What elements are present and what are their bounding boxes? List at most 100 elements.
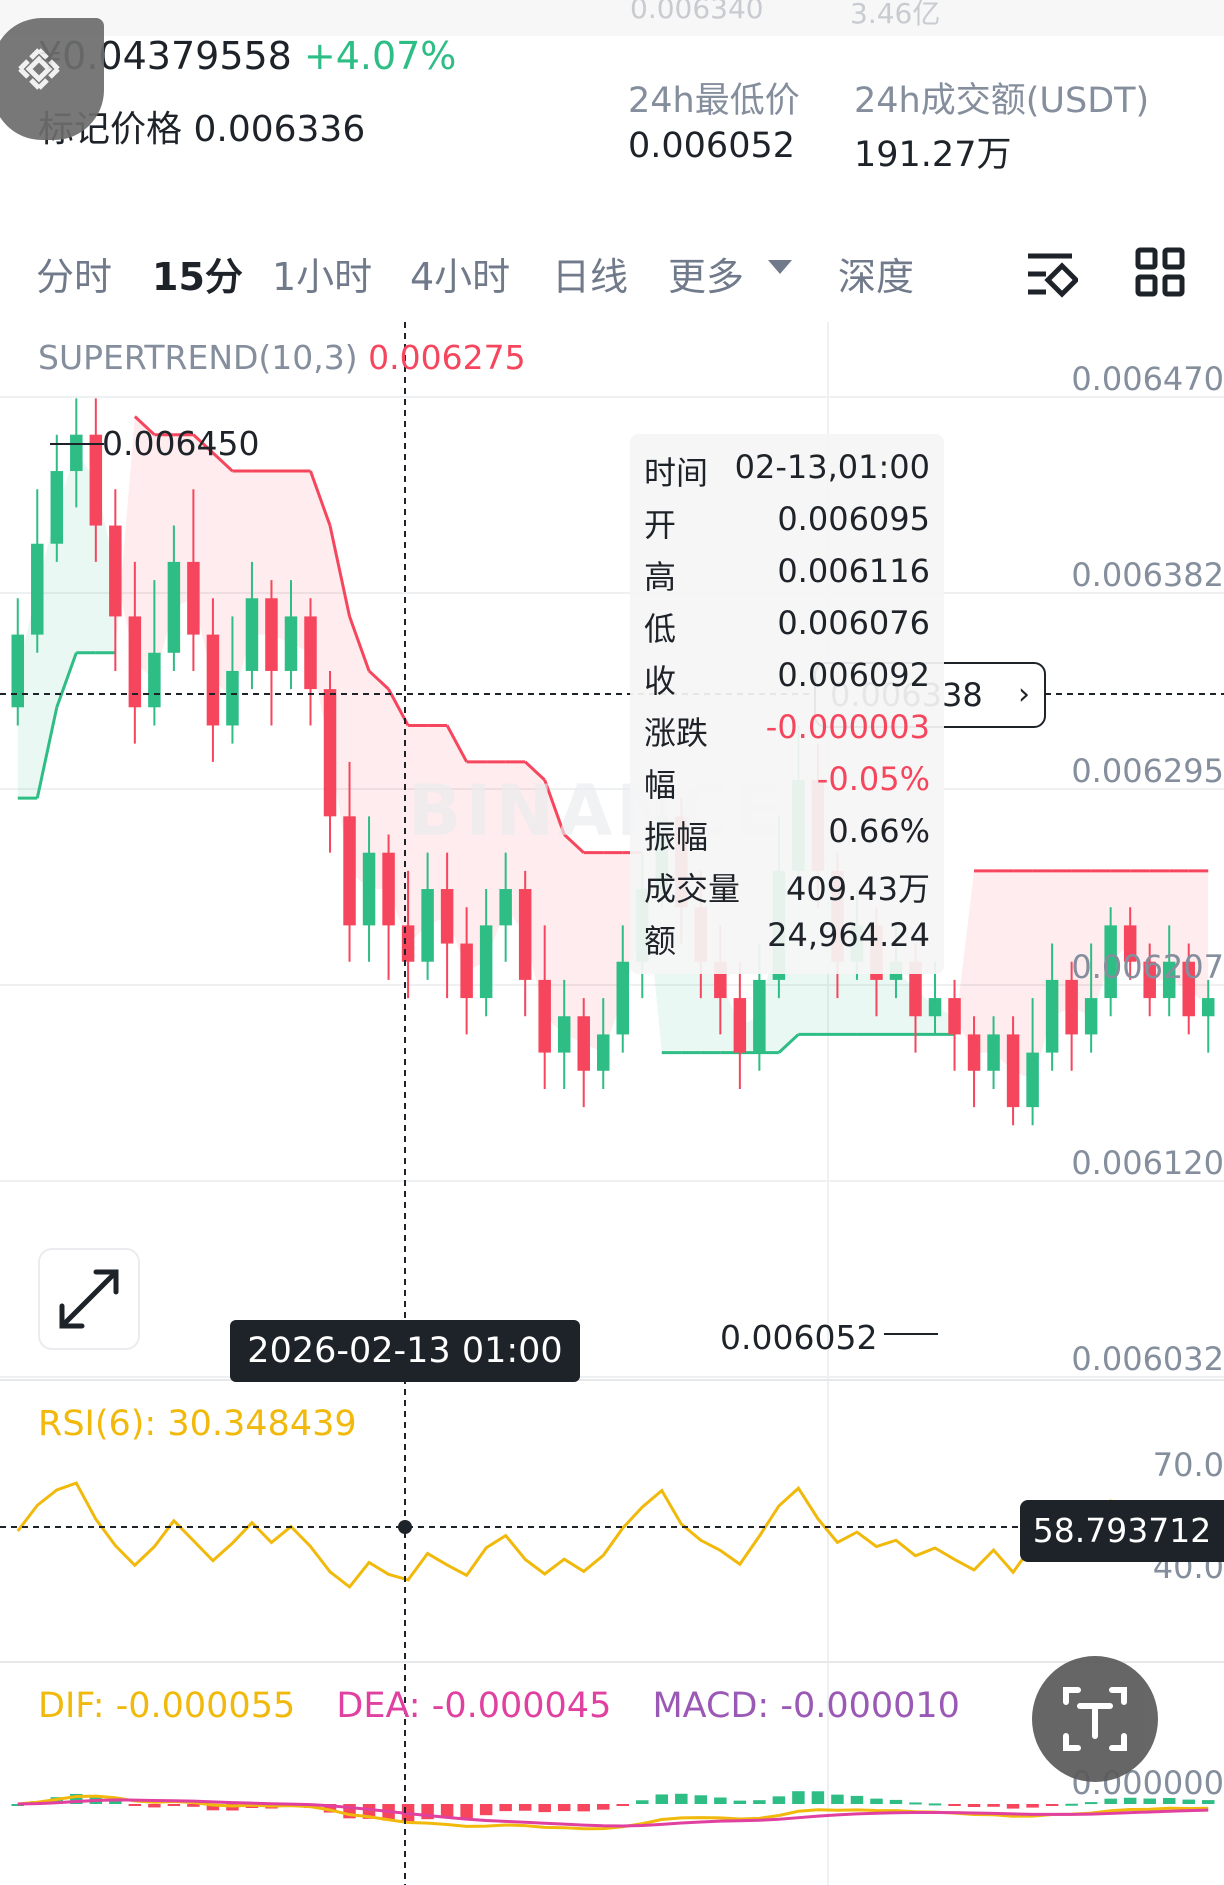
candle-body [382, 852, 395, 926]
y-axis-label: 0.006120 [1071, 1144, 1224, 1182]
supertrend-segment [777, 1033, 800, 1054]
candle-body [733, 998, 747, 1053]
candle-body [440, 889, 454, 944]
max-price-label: 0.006450 [102, 424, 260, 463]
macd-bar [518, 1804, 532, 1811]
indicator-settings-icon[interactable] [1024, 248, 1078, 302]
macd-bar [616, 1804, 630, 1806]
supertrend-area [1130, 870, 1150, 980]
candle-body [909, 961, 922, 1017]
tab-timeshare[interactable]: 分时 [36, 255, 113, 299]
binance-logo-icon[interactable] [0, 18, 104, 140]
supertrend-segment [35, 706, 59, 799]
supertrend-area [974, 870, 994, 1053]
macd-bar [11, 1804, 25, 1806]
crosshair-dot [398, 1520, 412, 1534]
faint-ticker-left: 0.006340 [630, 0, 764, 25]
rsi-line [16, 1481, 1209, 1589]
candle-body [31, 543, 44, 635]
candle-body [928, 998, 942, 1017]
tab-depth[interactable]: 深度 [838, 255, 915, 299]
supertrend-segment [368, 669, 390, 691]
tab-4h[interactable]: 4小时 [410, 255, 511, 299]
supertrend-value: 0.006275 [368, 338, 526, 377]
candle-body [401, 925, 415, 962]
candle-body [343, 816, 356, 926]
fullscreen-button[interactable] [38, 1248, 140, 1350]
crosshair-time-tag: 2026-02-13 01:00 [230, 1320, 580, 1382]
tooltip-row-amplitude: 振幅 0.66% [644, 812, 930, 856]
tab-1h[interactable]: 1小时 [272, 255, 373, 299]
candle-body [987, 1034, 1000, 1071]
min-price-label: 0.006052 [720, 1318, 878, 1357]
candle-body [460, 943, 473, 999]
candle-body [1182, 961, 1195, 1017]
macd-bar [1045, 1804, 1059, 1806]
rsi-path [16, 1481, 1209, 1589]
candle-body [616, 961, 630, 1035]
supertrend-segment [192, 433, 214, 454]
tooltip-row-volume: 成交量 409.43万 [644, 870, 930, 908]
macd-histogram [11, 1791, 1215, 1822]
supertrend-area [993, 870, 1014, 1071]
macd-bar [948, 1804, 961, 1806]
macd-bar [1182, 1799, 1195, 1804]
macd-label: DIF: -0.000055 DEA: -0.000045 MACD: -0.0… [38, 1686, 960, 1726]
candle-body [265, 598, 278, 671]
macd-bar [1143, 1798, 1156, 1804]
chevron-right-icon: › [1018, 677, 1030, 712]
scan-text-button[interactable] [1032, 1656, 1158, 1782]
candle-body [538, 979, 551, 1053]
kline-chart[interactable] [0, 322, 1224, 1885]
supertrend-area [1091, 870, 1111, 1017]
candle-body [1162, 961, 1176, 999]
candle-body [206, 634, 220, 726]
macd-bar [928, 1803, 942, 1806]
macd-dif: DIF: -0.000055 [38, 1686, 296, 1726]
macd-dif-line [17, 1794, 1209, 1831]
macd-bar [577, 1804, 590, 1812]
tooltip-row-pct: 幅 -0.05% [644, 760, 930, 804]
low-24h-label: 24h最低价 [628, 81, 800, 121]
supertrend-area [544, 779, 565, 1035]
rsi-axis-70: 70.0 [1152, 1446, 1224, 1484]
candle-body [245, 598, 259, 671]
supertrend-area [1013, 870, 1033, 1080]
macd-bar [675, 1793, 688, 1804]
chevron-down-icon [768, 260, 792, 274]
tooltip-row-open: 开 0.006095 [644, 500, 930, 544]
macd-bar [1006, 1804, 1020, 1809]
y-axis-label: 0.006382 [1071, 556, 1224, 594]
supertrend-line [17, 415, 1209, 1055]
low-24h-value: 0.006052 [628, 126, 796, 166]
candle-body [1045, 979, 1059, 1053]
tab-daily[interactable]: 日线 [552, 255, 629, 299]
macd-bar [206, 1804, 220, 1811]
mark-price-value: 0.006336 [193, 109, 366, 150]
supertrend-label: SUPERTREND(10,3) 0.006275 [38, 338, 526, 377]
supertrend-segment [133, 415, 156, 436]
macd-bar [1104, 1798, 1117, 1804]
candle-tooltip: 时间 02-13,01:00 开 0.006095 高 0.006116 低 0.006… [630, 434, 944, 974]
candle-body [596, 1034, 610, 1071]
supertrend-fill [17, 416, 1209, 1080]
y-axis-label: 0.006470 [1071, 360, 1224, 398]
supertrend-segment [524, 760, 546, 782]
candle-body [323, 689, 337, 817]
candle-body [1201, 998, 1215, 1017]
macd-bar [70, 1793, 83, 1804]
candle-body [1026, 1052, 1039, 1108]
macd-bar [557, 1804, 571, 1812]
tab-15m[interactable]: 15分 [152, 255, 243, 299]
candle-body [1143, 961, 1156, 999]
supertrend-area [330, 525, 350, 871]
turnover-24h-label: 24h成交额(USDT) [854, 81, 1150, 121]
candle-body [1065, 979, 1078, 1035]
expand-icon [59, 1269, 119, 1329]
tab-more[interactable]: 更多 [668, 255, 745, 299]
macd-bar [1065, 1803, 1078, 1806]
macd-bar [850, 1795, 864, 1804]
layout-grid-icon[interactable] [1134, 246, 1186, 298]
macd-bar [733, 1800, 747, 1804]
supertrend-area [564, 834, 584, 1044]
